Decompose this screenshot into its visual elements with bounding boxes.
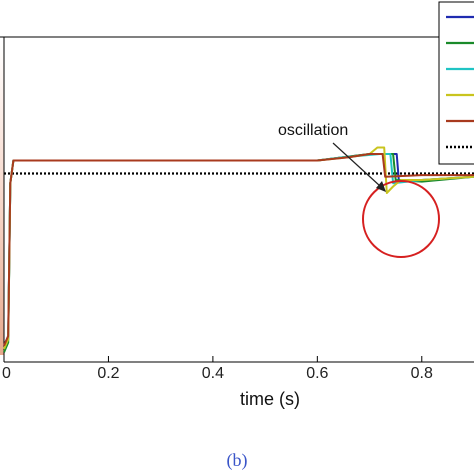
series-line-4 [3, 146, 474, 350]
series-group [3, 146, 474, 353]
annotation-arrow [332, 142, 381, 187]
series-line-3 [3, 153, 474, 350]
x-tick-label: 0.8 [411, 365, 433, 382]
x-tick-label: 0.4 [202, 365, 224, 382]
oscillation-circle [362, 180, 440, 258]
series-line-2 [3, 153, 474, 353]
legend [438, 1, 474, 165]
x-tick-label: 0.2 [97, 365, 119, 382]
annotation-arrowhead [376, 181, 386, 192]
annotation-text: oscillation [278, 122, 348, 139]
x-axis-title: time (s) [240, 389, 300, 409]
left-edge-colorbar [0, 40, 4, 355]
x-tick-label: 0.6 [306, 365, 328, 382]
figure-caption: (b) [226, 450, 248, 470]
x-tick-label: 0 [2, 365, 11, 382]
legend-box [438, 1, 474, 165]
x-ticks: 0 0.2 0.4 0.6 0.8 [2, 356, 433, 382]
